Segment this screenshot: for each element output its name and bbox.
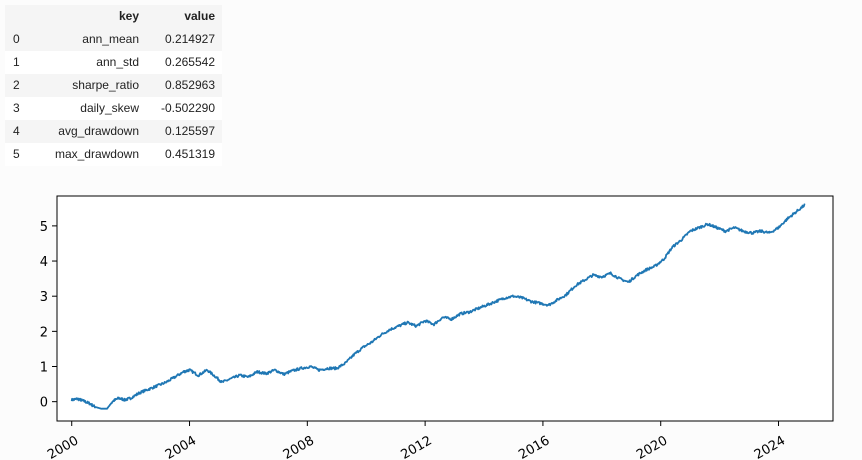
x-tick-label: 2020 [634, 433, 670, 460]
table-row: 4 avg_drawdown 0.125597 [5, 120, 222, 143]
row-index: 5 [5, 143, 37, 166]
row-value: 0.852963 [145, 74, 222, 97]
row-key: ann_std [37, 51, 145, 74]
y-tick-label: 4 [40, 255, 48, 270]
key-header: key [37, 5, 145, 28]
series-line [70, 203, 806, 410]
table-row: 2 sharpe_ratio 0.852963 [5, 74, 222, 97]
index-header [5, 5, 37, 28]
x-tick-label: 2000 [45, 433, 81, 460]
x-tick-label: 2016 [516, 433, 552, 460]
x-tick-label: 2012 [399, 433, 435, 460]
row-key: ann_mean [37, 28, 145, 51]
table-row: 1 ann_std 0.265542 [5, 51, 222, 74]
row-key: sharpe_ratio [37, 74, 145, 97]
plot-area-frame [56, 195, 834, 422]
row-key: avg_drawdown [37, 120, 145, 143]
y-tick-label: 2 [40, 325, 48, 340]
x-axis: 2000 2004 2008 2012 2016 2020 2024 [45, 421, 788, 460]
table-row: 0 ann_mean 0.214927 [5, 28, 222, 51]
x-tick-label: 2004 [163, 433, 199, 460]
table-row: 5 max_drawdown 0.451319 [5, 143, 222, 166]
y-axis: 0 1 2 3 4 5 [40, 220, 57, 411]
row-value: 0.265542 [145, 51, 222, 74]
row-index: 3 [5, 97, 37, 120]
row-index: 4 [5, 120, 37, 143]
row-key: daily_skew [37, 97, 145, 120]
y-tick-label: 3 [40, 290, 48, 305]
row-value: 0.451319 [145, 143, 222, 166]
row-index: 1 [5, 51, 37, 74]
row-index: 0 [5, 28, 37, 51]
row-value: 0.125597 [145, 120, 222, 143]
x-tick-label: 2024 [752, 433, 788, 460]
table-row: 3 daily_skew -0.502290 [5, 97, 222, 120]
line-chart: 0 1 2 3 4 5 2000 2004 2008 2012 2016 2020 2024 [40, 195, 834, 460]
row-key: max_drawdown [37, 143, 145, 166]
x-tick-label: 2008 [281, 433, 317, 460]
y-tick-label: 1 [40, 361, 48, 376]
row-value: 0.214927 [145, 28, 222, 51]
row-value: -0.502290 [145, 97, 222, 120]
value-header: value [145, 5, 222, 28]
table-header-row: key value [5, 5, 222, 28]
y-tick-label: 5 [40, 220, 48, 235]
row-index: 2 [5, 74, 37, 97]
y-tick-label: 0 [40, 396, 48, 411]
summary-table: key value 0 ann_mean 0.214927 1 ann_std … [5, 5, 222, 166]
